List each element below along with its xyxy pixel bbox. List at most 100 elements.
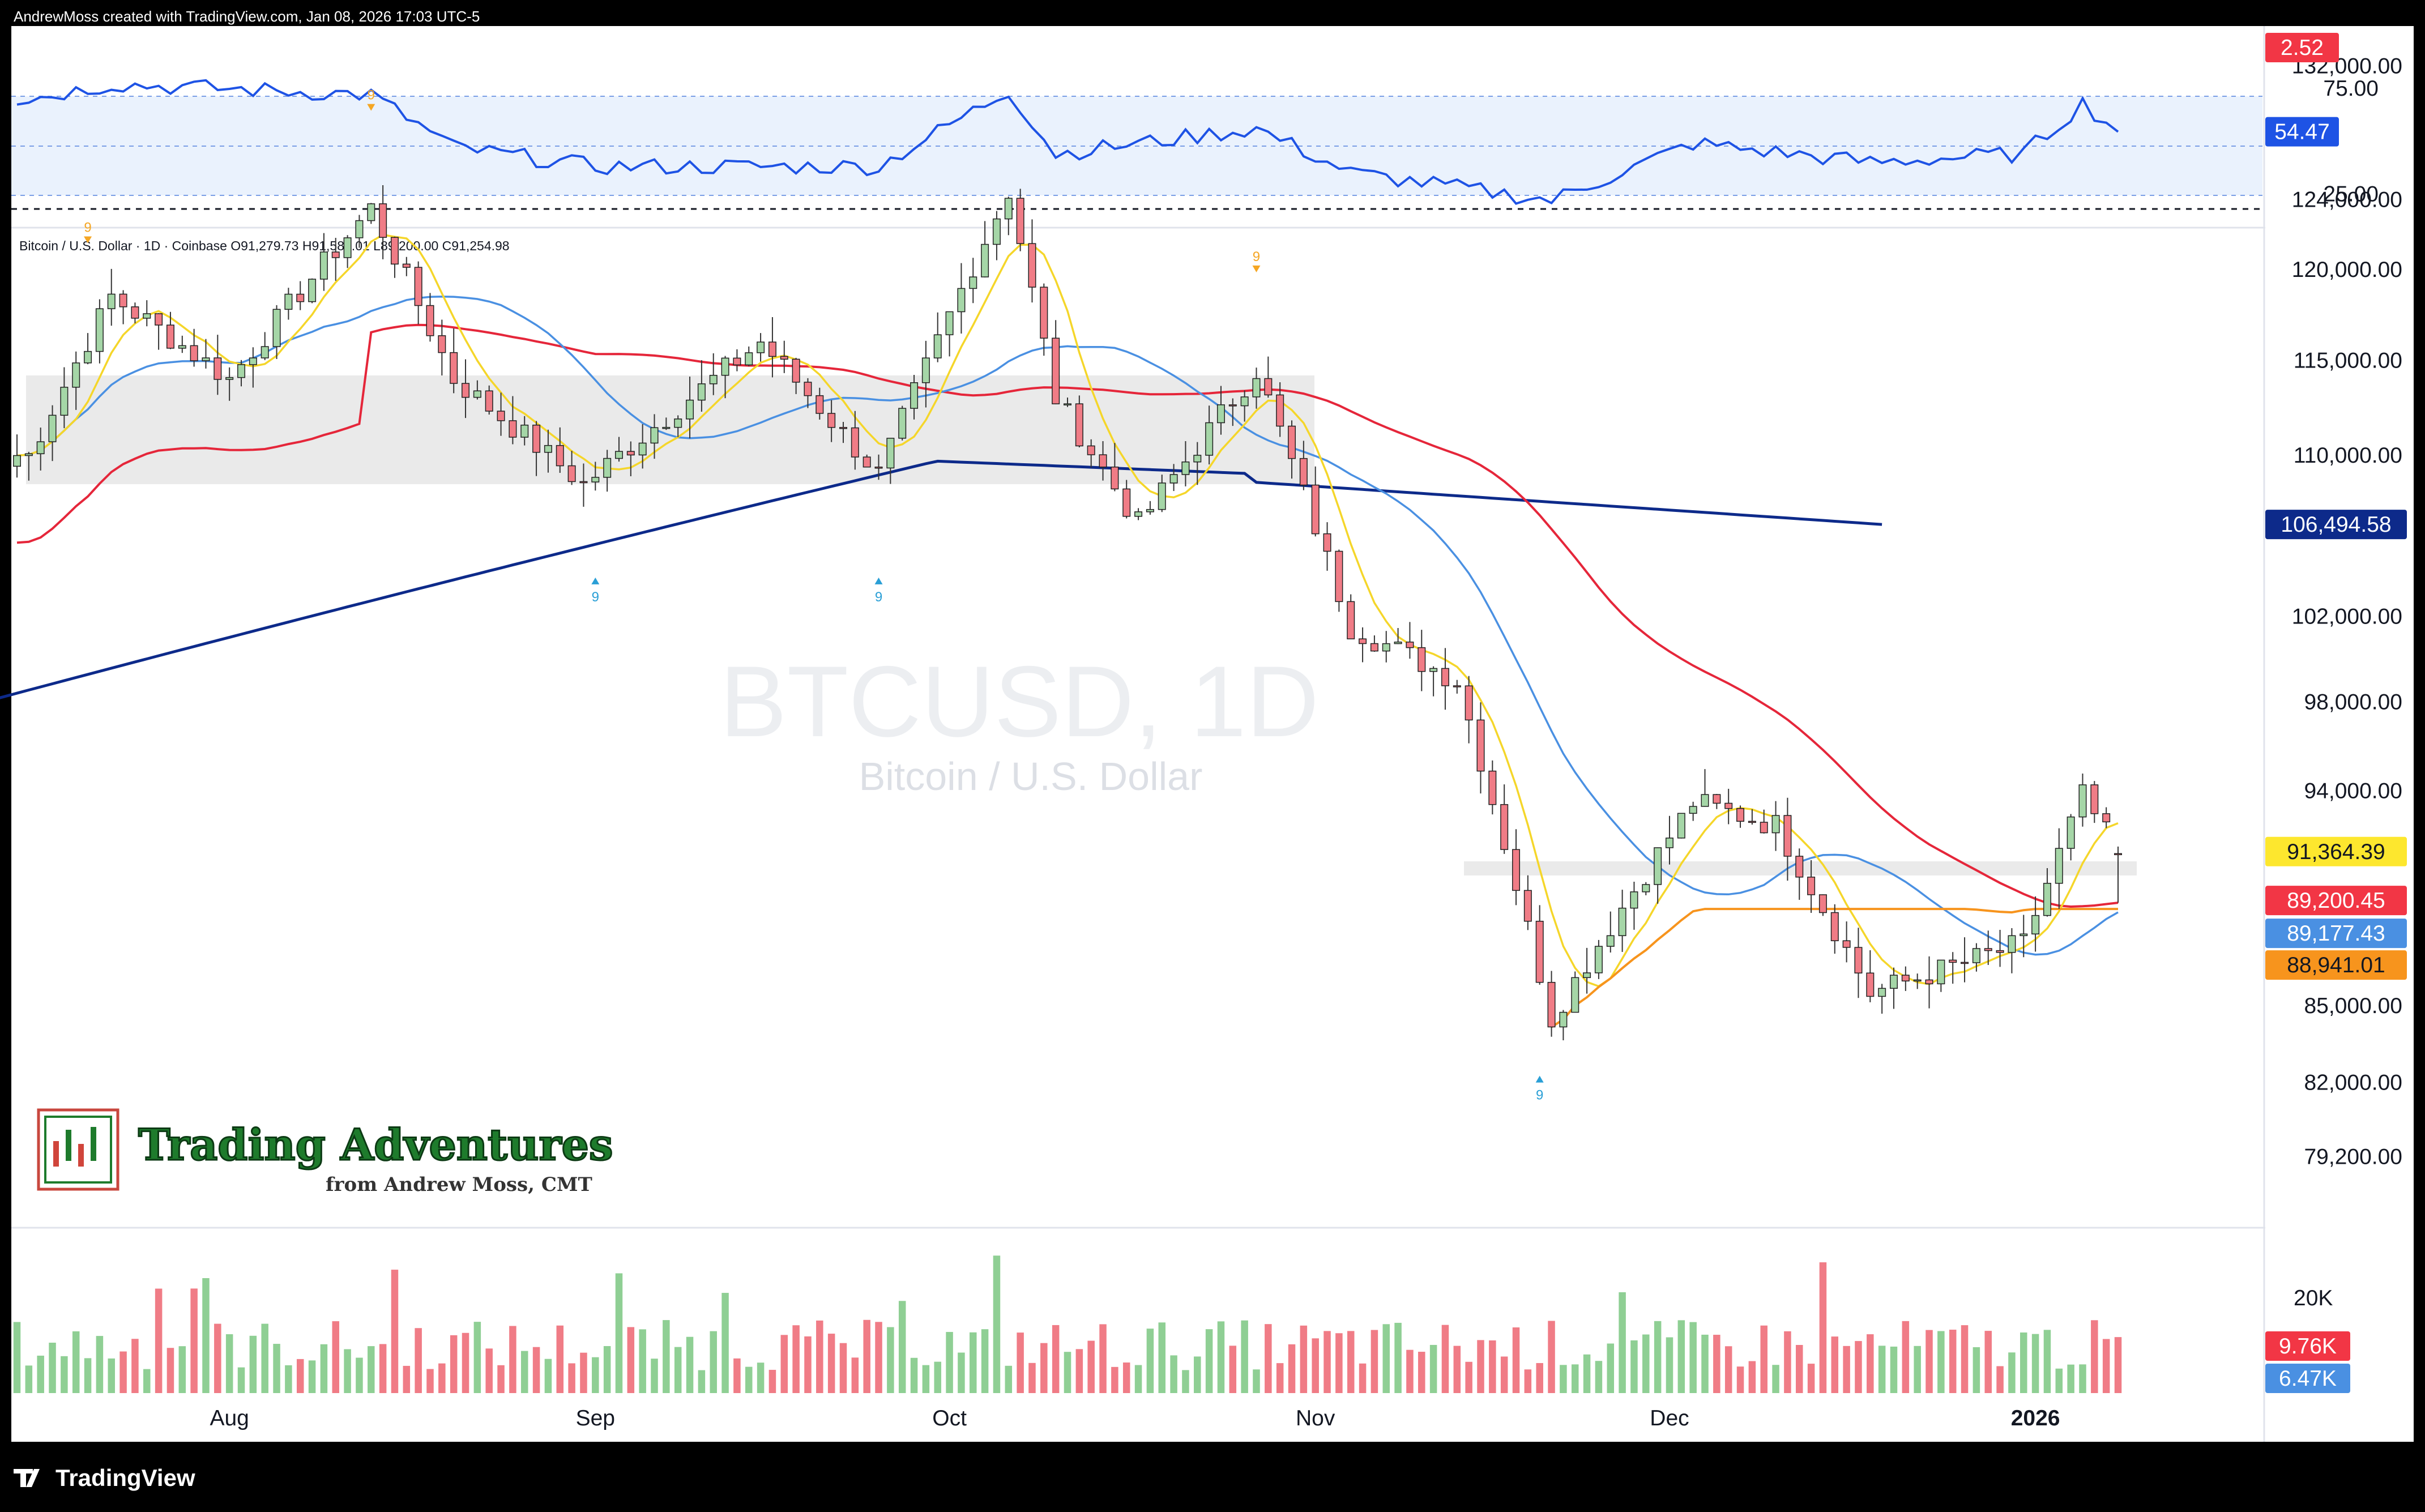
price-tick-label: 79,200.00 bbox=[2304, 1144, 2402, 1169]
volume-bar bbox=[403, 1365, 411, 1393]
candle bbox=[214, 335, 222, 395]
volume-bar bbox=[780, 1335, 788, 1393]
volume-bar bbox=[2020, 1332, 2027, 1393]
candle bbox=[1842, 921, 1851, 963]
volume-bar bbox=[710, 1331, 717, 1393]
time-tick-label: 2026 bbox=[2011, 1406, 2060, 1430]
candle bbox=[579, 463, 588, 507]
volume-bar bbox=[509, 1326, 516, 1393]
candle bbox=[72, 351, 80, 410]
candle bbox=[1146, 501, 1154, 515]
rsi-panel bbox=[11, 79, 2262, 210]
candle bbox=[1193, 442, 1202, 485]
candle bbox=[556, 427, 564, 473]
logo-candle-icon bbox=[78, 1144, 84, 1167]
volume-bar bbox=[1359, 1363, 1367, 1393]
volume-bar bbox=[2031, 1334, 2039, 1393]
candle bbox=[402, 257, 411, 276]
volume-bar bbox=[2055, 1368, 2063, 1393]
candle bbox=[237, 360, 246, 387]
volume-bar bbox=[1441, 1325, 1449, 1393]
svg-text:88,941.01: 88,941.01 bbox=[2287, 953, 2385, 977]
volume-bar bbox=[391, 1270, 399, 1393]
candle bbox=[1618, 890, 1626, 953]
candle bbox=[485, 385, 493, 415]
volume-bar bbox=[792, 1325, 800, 1393]
candle bbox=[202, 339, 210, 369]
watermark-name: Bitcoin / U.S. Dollar bbox=[859, 754, 1203, 798]
candle bbox=[1359, 627, 1367, 663]
volume-bar bbox=[1619, 1292, 1626, 1393]
price-badge: 106,494.58 bbox=[2265, 510, 2407, 540]
volume-bar bbox=[1099, 1324, 1107, 1393]
candle bbox=[1500, 784, 1509, 854]
rsi-axis[interactable]: 75.00 25.00 bbox=[2323, 76, 2379, 207]
volume-bar bbox=[1748, 1361, 1756, 1393]
time-axis[interactable]: Aug Sep Oct Nov Dec 2026 bbox=[210, 1406, 2060, 1430]
volume-bar bbox=[639, 1329, 646, 1393]
trading-adventures-logo: Trading Adventures from Andrew Moss, CMT bbox=[37, 1108, 614, 1196]
volume-bar bbox=[1666, 1337, 1673, 1393]
candle bbox=[1713, 793, 1721, 809]
price-axis[interactable]: 132,000.00124,000.00120,000.00115,000.00… bbox=[2292, 54, 2402, 1169]
svg-text:9: 9 bbox=[84, 220, 91, 236]
volume-bar bbox=[698, 1370, 706, 1393]
candle bbox=[1087, 439, 1095, 468]
candle bbox=[933, 312, 942, 362]
ma-20-line bbox=[16, 295, 2119, 956]
candle bbox=[60, 367, 69, 429]
volume-axis[interactable]: 20K bbox=[2294, 1286, 2333, 1310]
candle bbox=[272, 305, 281, 360]
time-tick-label: Nov bbox=[1296, 1406, 1335, 1430]
volume-bar bbox=[379, 1344, 387, 1393]
volume-bar bbox=[615, 1273, 623, 1393]
tradingview-brand[interactable]: TradingView bbox=[14, 1464, 195, 1491]
candle bbox=[1052, 320, 1060, 404]
volume-bar bbox=[1795, 1345, 1803, 1393]
price-tick-label: 124,000.00 bbox=[2292, 187, 2402, 212]
volume-bar bbox=[1229, 1346, 1237, 1393]
volume-bar bbox=[1642, 1334, 1650, 1393]
candle bbox=[1949, 952, 1957, 984]
candle bbox=[2055, 828, 2063, 909]
volume-bar bbox=[438, 1363, 446, 1393]
volume-bar bbox=[202, 1278, 210, 1393]
volume-bar bbox=[1689, 1322, 1697, 1393]
volume-bar bbox=[827, 1334, 835, 1393]
volume-bar bbox=[816, 1320, 823, 1393]
logo-title: Trading Adventures bbox=[138, 1120, 613, 1170]
candle bbox=[1181, 441, 1190, 486]
volume-bar bbox=[332, 1321, 340, 1393]
svg-text:91,364.39: 91,364.39 bbox=[2287, 840, 2385, 864]
candle bbox=[981, 221, 989, 277]
volume-bar bbox=[155, 1288, 163, 1393]
volume-bar bbox=[1560, 1365, 1567, 1393]
candle bbox=[462, 359, 470, 418]
candle bbox=[1252, 368, 1261, 409]
volume-bar bbox=[131, 1339, 139, 1393]
volume-bar bbox=[1276, 1363, 1284, 1393]
candle bbox=[603, 450, 612, 492]
candle bbox=[450, 328, 458, 394]
candle bbox=[166, 311, 174, 349]
candle bbox=[190, 328, 198, 367]
volume-bar bbox=[426, 1369, 434, 1393]
candle bbox=[355, 215, 364, 248]
volume-bar bbox=[225, 1334, 233, 1393]
volume-bar bbox=[2114, 1337, 2122, 1393]
candle bbox=[1488, 760, 1497, 815]
candle bbox=[1830, 904, 1839, 954]
candle bbox=[863, 454, 871, 468]
candle bbox=[1547, 971, 1556, 1037]
time-tick-label: Sep bbox=[576, 1406, 615, 1430]
volume-bar bbox=[308, 1360, 316, 1393]
candle bbox=[1535, 905, 1544, 985]
candle bbox=[969, 258, 977, 304]
candle bbox=[1736, 805, 1745, 828]
candle bbox=[1228, 398, 1237, 426]
volume-bar bbox=[1087, 1340, 1095, 1393]
price-tick-label: 102,000.00 bbox=[2292, 605, 2402, 629]
candle bbox=[95, 299, 104, 364]
symbol-ohlc-legend[interactable]: Bitcoin / U.S. Dollar · 1D · Coinbase O9… bbox=[19, 238, 510, 253]
